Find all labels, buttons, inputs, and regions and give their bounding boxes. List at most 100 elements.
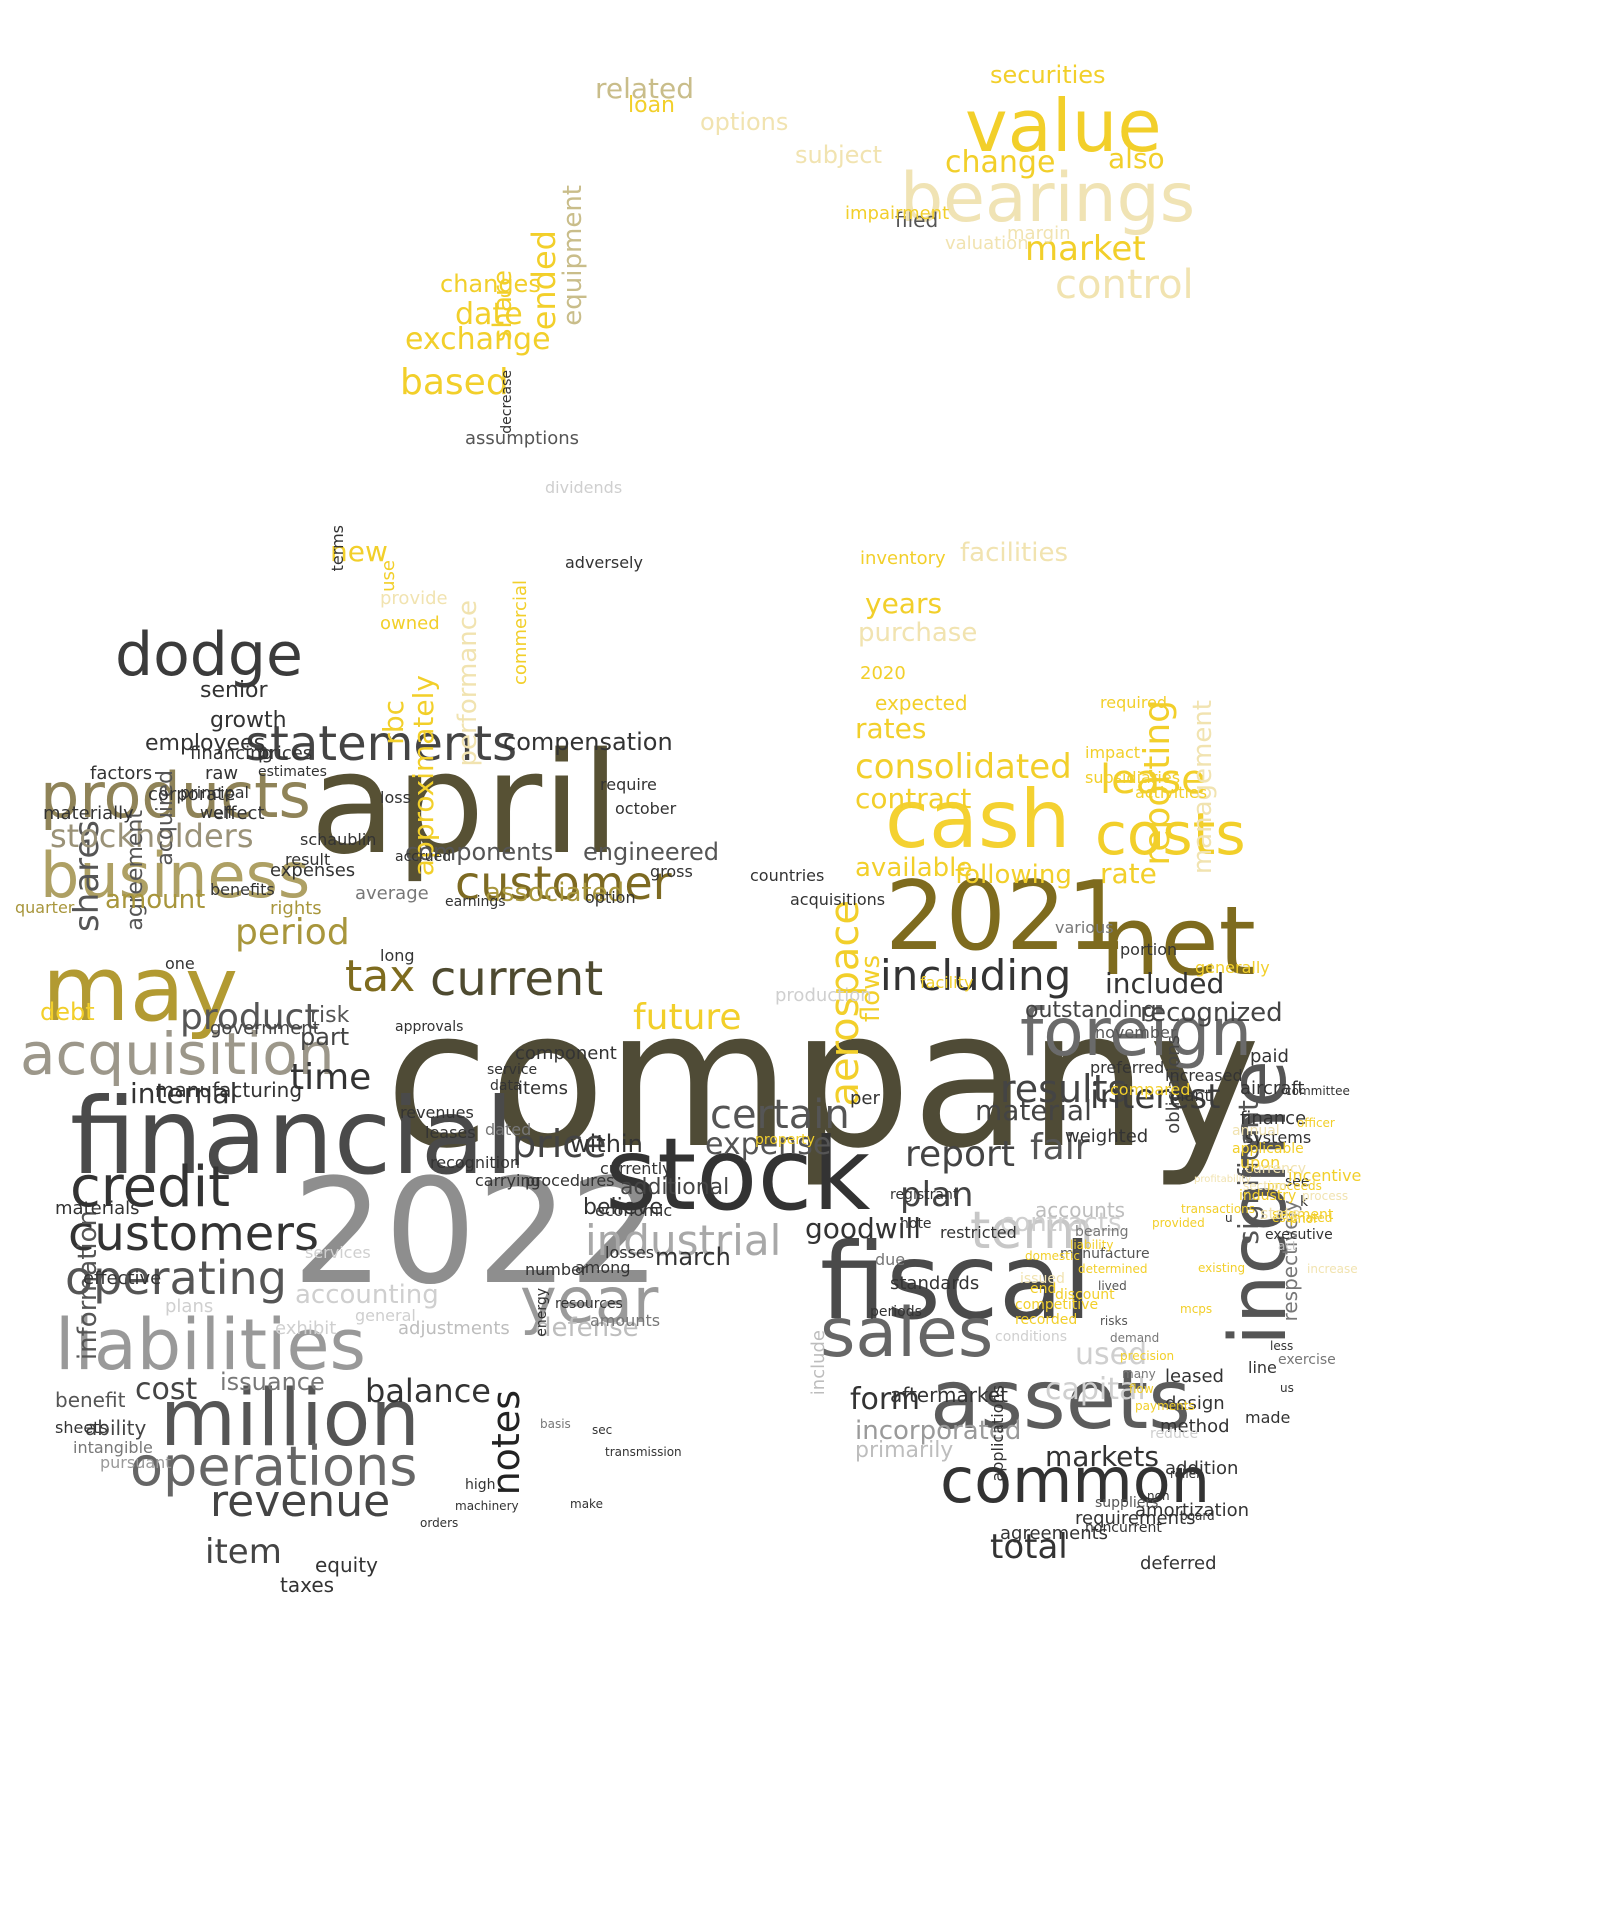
word-period: period [235, 912, 350, 953]
word-2021: 2021 [885, 862, 1127, 972]
word-weighted: weighted [1065, 1126, 1149, 1147]
word-also: also [1108, 142, 1165, 175]
word-decrease: decrease [499, 370, 515, 434]
word-capital: capital [1045, 1372, 1146, 1407]
word-machinery: machinery [455, 1499, 519, 1513]
word-current: current [430, 951, 604, 1007]
word-taxes: taxes [280, 1573, 335, 1597]
word-data: data [490, 1078, 522, 1094]
word-applications: applications [988, 1385, 1007, 1482]
word-within: within [570, 1130, 643, 1158]
word-form: form [850, 1382, 920, 1417]
word-ended: ended [525, 230, 563, 331]
word-growth: growth [210, 708, 287, 733]
word-fair: fair [1030, 1127, 1090, 1168]
word-customer: customer [455, 856, 672, 910]
word-agreements: agreements [1000, 1523, 1109, 1544]
word-expenses: expenses [270, 860, 356, 881]
word-customers: customers [68, 1206, 320, 1262]
word-incorporated: incorporated [855, 1416, 1022, 1446]
word-method: method [1160, 1416, 1230, 1437]
word-loan: loan [628, 93, 675, 118]
word-part: part [300, 1023, 350, 1051]
word-recorded: recorded [1015, 1312, 1078, 1328]
word-currently: currently [600, 1159, 672, 1178]
word-options: options [700, 108, 789, 136]
word-based: based [400, 362, 509, 403]
word-due: due [875, 1250, 906, 1269]
word-average: average [355, 883, 429, 904]
word-raw: raw [205, 763, 239, 784]
word-following: following [955, 860, 1072, 890]
word-dodge: dodge [115, 620, 303, 690]
word-loss: loss [380, 788, 411, 807]
word-components: components [405, 838, 554, 866]
word-component: component [515, 1043, 617, 1064]
word-high: high [465, 1477, 496, 1493]
word-state: state [1260, 1204, 1301, 1223]
word-facility: facility [920, 973, 974, 992]
word-engineered: engineered [583, 838, 719, 866]
word-plans: plans [165, 1296, 214, 1317]
word-procedures: procedures [525, 1171, 615, 1190]
word-sec: sec [592, 1423, 613, 1437]
word-consolidated: consolidated [855, 747, 1072, 787]
word-rate: rate [1100, 857, 1157, 890]
word-increase: increase [1307, 1262, 1358, 1276]
word-plan: plan [900, 1175, 974, 1215]
word-incentive: incentive [1288, 1166, 1362, 1185]
word-products: products [40, 759, 311, 832]
word-equity: equity [315, 1553, 378, 1577]
word-quarter: quarter [15, 898, 75, 917]
word-sales: sales [820, 1294, 994, 1373]
word-interest: interest [1090, 1077, 1221, 1117]
word-owned: owned [380, 613, 440, 634]
word-provided: provided [1152, 1216, 1205, 1230]
word-items: items [518, 1078, 569, 1099]
word-activities: activities [1135, 783, 1208, 802]
word-determined: determined [1078, 1262, 1148, 1276]
word-conditions: conditions [995, 1329, 1068, 1345]
word-government: government [210, 1018, 320, 1039]
word-k: k [1300, 1194, 1309, 1210]
word-committee: committee [1285, 1084, 1350, 1098]
word-deferred: deferred [1140, 1553, 1217, 1574]
word-cost: cost [135, 1372, 198, 1407]
word-less: less [1270, 1339, 1294, 1353]
word-internal: internal [130, 1077, 238, 1110]
word-domestic: domestic [1025, 1249, 1080, 1263]
word-finance: finance [1240, 1108, 1307, 1129]
word-aircraft: aircraft [1240, 1078, 1305, 1099]
word-manufacture: manufacture [1060, 1246, 1150, 1262]
word-acquisitions: acquisitions [790, 890, 886, 909]
word-us: us [1280, 1381, 1294, 1395]
word-financial: financial [70, 1076, 514, 1198]
word-net: net [1100, 887, 1256, 997]
word-year: year [520, 1264, 659, 1337]
word-adjustments: adjustments [398, 1318, 510, 1339]
word-estimated: estimated [1272, 1211, 1333, 1225]
word-subsidiaries: subsidiaries [1085, 768, 1181, 787]
word-associated: associated [485, 878, 625, 908]
word-operating: operating [65, 1251, 287, 1305]
word-contracts: contracts [1000, 1208, 1122, 1238]
word-including: including [880, 951, 1072, 1000]
word-periods: periods [870, 1304, 922, 1320]
word-fiscal: fiscal [820, 1221, 1093, 1343]
word-costs: costs [1095, 800, 1246, 868]
word-october: october [615, 799, 677, 818]
word-sheets: sheets [55, 1418, 108, 1437]
word-non: non [1147, 1489, 1170, 1503]
word-production: production [775, 985, 872, 1006]
word-reduce: reduce [1150, 1426, 1199, 1442]
word-mcps: mcps [1180, 1302, 1213, 1316]
word-paid: paid [1250, 1046, 1289, 1067]
word-term: term [970, 1201, 1094, 1261]
word-years: years [865, 587, 943, 620]
word-march: march [655, 1243, 731, 1271]
word-defense: defense [535, 1313, 639, 1343]
word-require: require [600, 775, 657, 794]
word-business: business [40, 839, 311, 912]
word-goodwill: goodwill [805, 1212, 922, 1245]
word-million: million [160, 1374, 420, 1464]
